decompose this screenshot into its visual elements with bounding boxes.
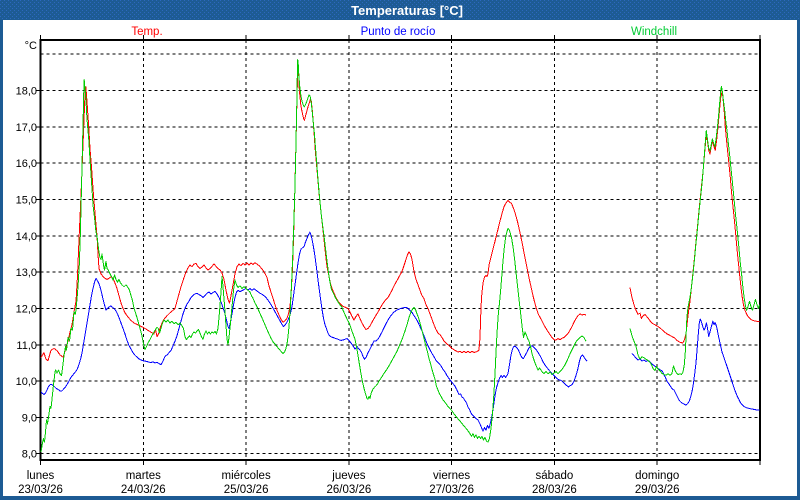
svg-text:viernes: viernes: [433, 470, 470, 482]
svg-text:domingo: domingo: [635, 470, 679, 482]
svg-text:miércoles: miércoles: [221, 470, 270, 482]
svg-text:27/03/26: 27/03/26: [429, 484, 474, 496]
svg-text:23/03/26: 23/03/26: [18, 484, 63, 496]
svg-text:jueves: jueves: [331, 470, 365, 482]
svg-text:14,0: 14,0: [16, 231, 37, 243]
svg-text:Temperaturas [°C]: Temperaturas [°C]: [351, 3, 463, 18]
svg-text:29/03/26: 29/03/26: [635, 484, 680, 496]
svg-text:16,0: 16,0: [16, 158, 37, 170]
svg-text:8,0: 8,0: [22, 449, 37, 461]
svg-text:Temp.: Temp.: [131, 26, 162, 38]
svg-text:18,0: 18,0: [16, 86, 37, 98]
svg-text:25/03/26: 25/03/26: [224, 484, 269, 496]
svg-text:13,0: 13,0: [16, 267, 37, 279]
svg-text:9,0: 9,0: [22, 412, 37, 424]
svg-text:12,0: 12,0: [16, 303, 37, 315]
svg-text:martes: martes: [126, 470, 161, 482]
svg-text:10,0: 10,0: [16, 376, 37, 388]
svg-text:26/03/26: 26/03/26: [327, 484, 372, 496]
svg-text:24/03/26: 24/03/26: [121, 484, 166, 496]
svg-text:sábado: sábado: [536, 470, 574, 482]
svg-text:Punto de rocío: Punto de rocío: [361, 26, 436, 38]
svg-text:17,0: 17,0: [16, 122, 37, 134]
svg-text:15,0: 15,0: [16, 195, 37, 207]
svg-text:28/03/26: 28/03/26: [532, 484, 577, 496]
svg-text:Windchill: Windchill: [631, 26, 677, 38]
svg-text:11,0: 11,0: [16, 340, 37, 352]
svg-text:°C: °C: [25, 40, 37, 52]
svg-text:lunes: lunes: [27, 470, 55, 482]
